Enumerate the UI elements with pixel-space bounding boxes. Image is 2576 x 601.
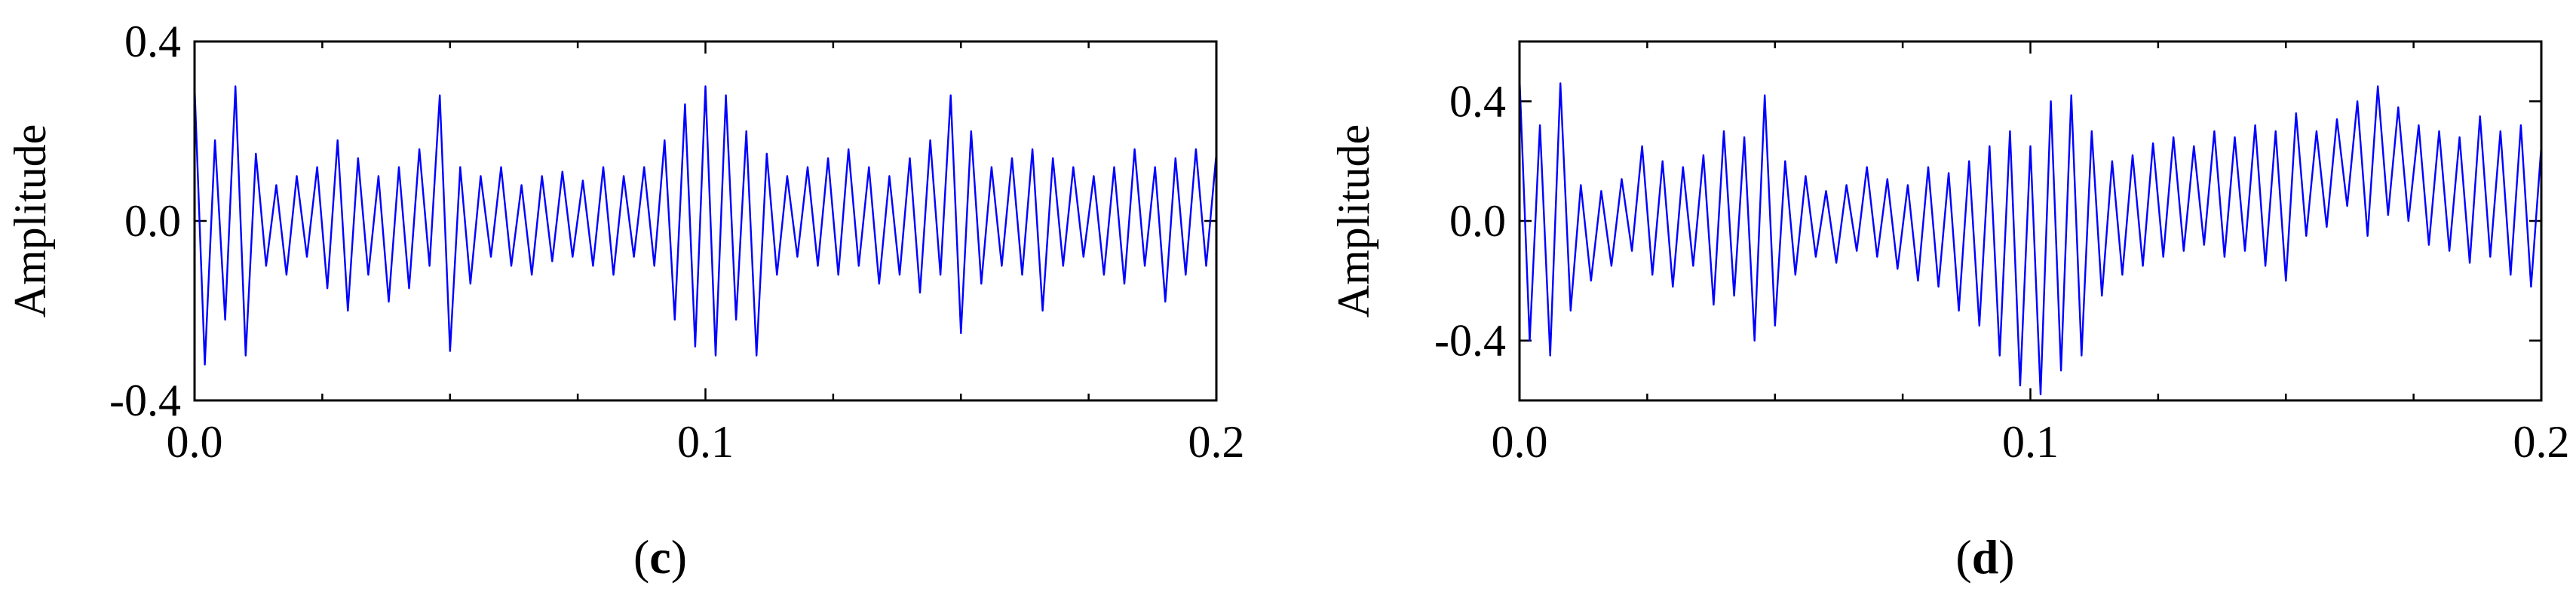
panel-d-caption: (d) bbox=[1955, 530, 2014, 584]
panel-d-x-tick-label: 0.0 bbox=[1492, 417, 1548, 467]
panel-d-x-tick-label: 0.2 bbox=[2513, 417, 2570, 467]
panel-d-signal bbox=[1518, 77, 2543, 396]
panel-c-x-tick-label: 0.2 bbox=[1188, 417, 1245, 467]
panel-d-series-line bbox=[1518, 77, 2543, 396]
panel-d-y-axis-title: Amplitude bbox=[1329, 124, 1378, 318]
panel-d-y-tick-labels: -0.4 0.0 0.4 bbox=[1434, 76, 1506, 365]
panel-d: Amplitude -0.4 0.0 0.4 0.0 0.1 0.2 (d) bbox=[1329, 40, 2570, 584]
panel-c-y-tick-label: 0.4 bbox=[124, 17, 181, 66]
panel-c-y-axis-title: Amplitude bbox=[5, 124, 55, 318]
panel-d-y-tick-label: 0.0 bbox=[1449, 196, 1506, 246]
panel-c-x-tick-labels: 0.0 0.1 0.2 bbox=[167, 417, 1245, 467]
panel-c-x-tick-label: 0.1 bbox=[677, 417, 734, 467]
panel-c-caption: (c) bbox=[633, 530, 687, 584]
panel-d-y-tick-label: 0.4 bbox=[1449, 76, 1506, 126]
panel-c-series-line bbox=[193, 85, 1218, 366]
panel-c: Amplitude -0.40.00.4 0.0 0.1 0.2 (c) bbox=[5, 17, 1245, 584]
panel-d-caption-letter: d bbox=[1972, 530, 1999, 584]
panel-c-x-tick-label: 0.0 bbox=[167, 417, 223, 467]
panel-d-x-tick-label: 0.1 bbox=[2002, 417, 2059, 467]
panel-d-x-tick-labels: 0.0 0.1 0.2 bbox=[1492, 417, 2570, 467]
panel-c-y-tick-labels: -0.4 0.0 0.4 bbox=[109, 17, 181, 425]
panel-c-y-tick-label: 0.0 bbox=[124, 196, 181, 246]
panel-c-y-tick-label: -0.4 bbox=[109, 376, 181, 425]
panel-d-ticks bbox=[1518, 41, 2543, 400]
panel-c-frame bbox=[193, 40, 1218, 402]
panel-d-frame bbox=[1518, 40, 2543, 402]
panel-c-signal bbox=[193, 85, 1218, 366]
panel-c-caption-letter: c bbox=[649, 530, 670, 584]
panel-d-y-tick-label: -0.4 bbox=[1434, 316, 1506, 366]
